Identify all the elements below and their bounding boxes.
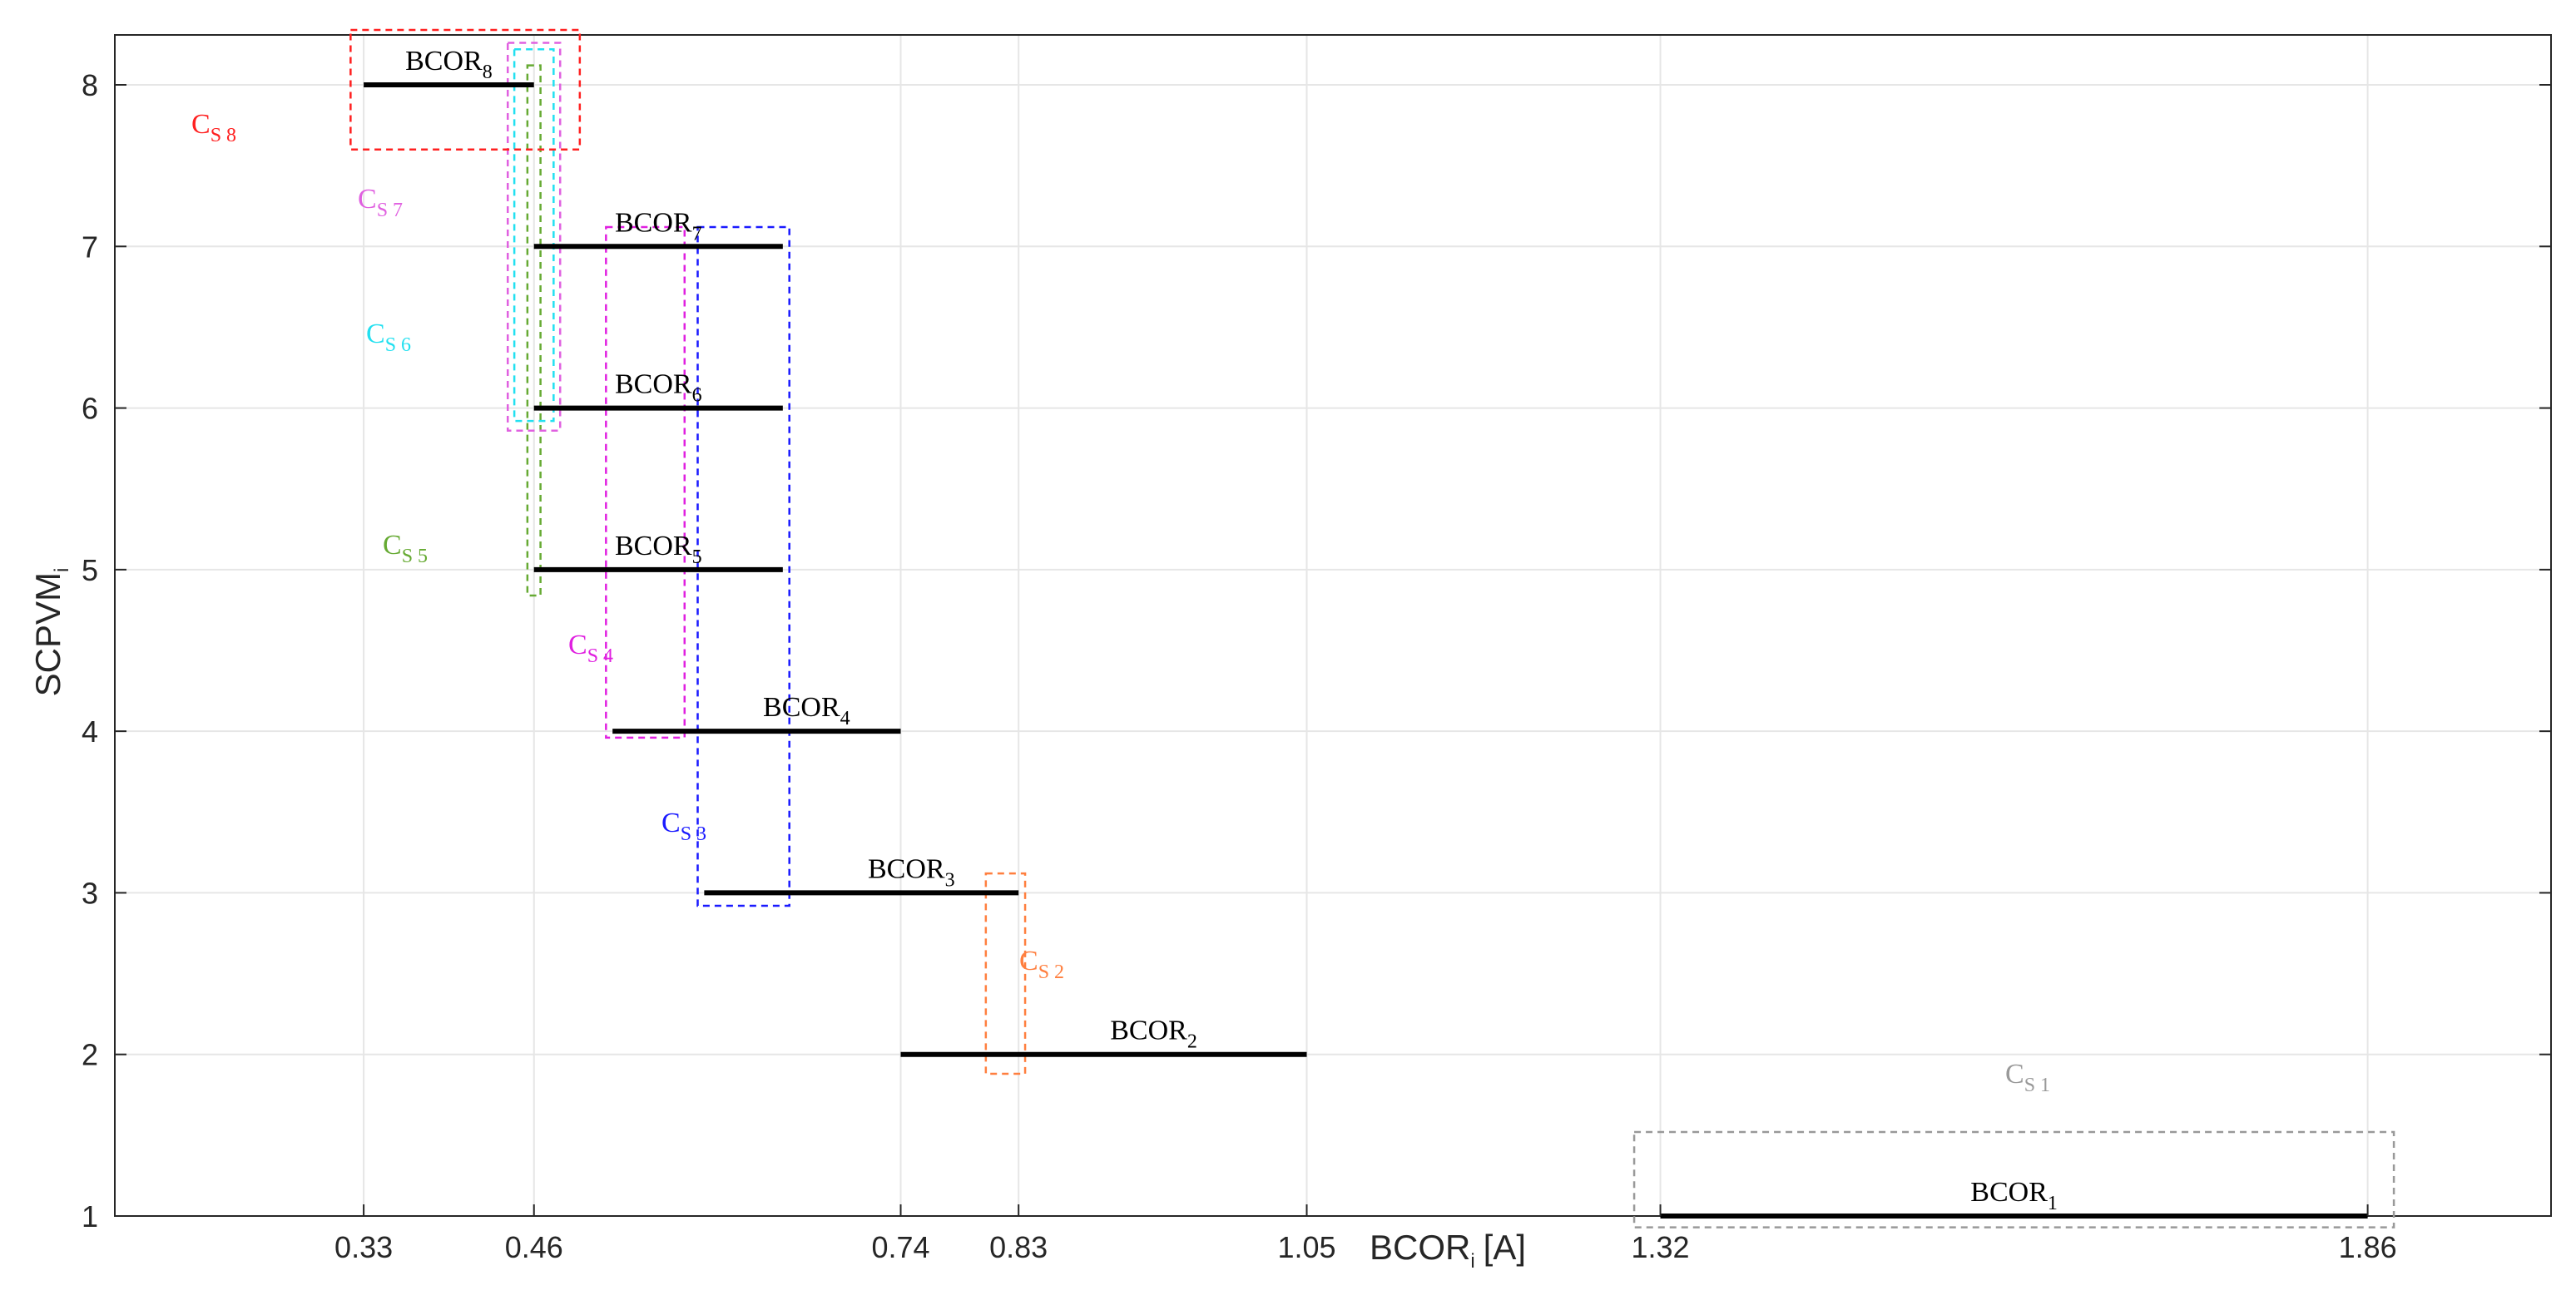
cluster-box	[984, 872, 1027, 1075]
bcor-segment-label: BCOR4	[763, 692, 850, 729]
cluster-label: CS 5	[383, 530, 428, 567]
bcor-segments: BCOR1 BCOR2 BCOR3 BCOR4 BCOR5 BCOR6 BCOR7 BCOR8	[364, 46, 2368, 1219]
bcor-segment-label: BCOR1	[1970, 1177, 2058, 1214]
cluster-box	[605, 225, 686, 739]
bcor-segment-label: BCOR7	[615, 207, 702, 245]
x-axis-label-unit: [A]	[1484, 1228, 1526, 1267]
y-axis-label-sub: i	[51, 568, 73, 572]
x-tick-label: 0.46	[505, 1230, 563, 1264]
y-tick-label: 7	[82, 230, 98, 264]
x-axis-label-main: BCOR	[1370, 1228, 1470, 1267]
cluster-boxes: CS 1 CS 2 CS 3 CS 4 CS 5 CS 6 CS 7 CS 8	[191, 28, 2395, 1228]
x-tick-label: 0.33	[334, 1230, 393, 1264]
cluster-box	[513, 48, 555, 423]
bcor-segment-label: BCOR8	[405, 46, 493, 83]
x-tick-label: 1.32	[1632, 1230, 1690, 1264]
y-tick-labels: 1 2 3 4 5 6 7 8	[82, 68, 2551, 1233]
cluster-label: CS 6	[366, 319, 411, 356]
bcor-segment-label: BCOR5	[615, 531, 702, 568]
x-tick-label: 1.86	[2339, 1230, 2397, 1264]
x-tick-label: 0.83	[989, 1230, 1048, 1264]
y-tick-label: 3	[82, 876, 98, 910]
y-tick-label: 1	[82, 1199, 98, 1233]
x-tick-label: 1.05	[1277, 1230, 1335, 1264]
x-tick-labels: 0.33 0.46 0.74 0.83 1.05 1.32 1.86	[334, 1204, 2397, 1264]
cluster-label: CS 3	[661, 808, 706, 845]
bcor-segment-label: BCOR6	[615, 369, 702, 407]
plot-frame	[114, 34, 2552, 1217]
cluster-label: CS 7	[358, 184, 403, 221]
y-axis-label: SCPVMi	[28, 568, 73, 697]
cluster-box	[526, 64, 542, 597]
grid-lines	[115, 35, 2551, 1217]
y-axis-label-main: SCPVM	[28, 572, 67, 696]
y-tick-label: 5	[82, 553, 98, 587]
cluster-box	[1632, 1130, 2395, 1228]
bcor-segment-label: BCOR2	[1110, 1016, 1197, 1053]
cluster-box	[507, 42, 562, 433]
y-tick-label: 8	[82, 68, 98, 102]
cluster-label: CS 8	[191, 109, 236, 146]
cluster-label: CS 4	[568, 630, 613, 667]
y-tick-label: 2	[82, 1038, 98, 1072]
cluster-label: CS 1	[2005, 1059, 2050, 1096]
y-tick-label: 4	[82, 714, 98, 749]
x-tick-label: 0.74	[871, 1230, 929, 1264]
bcor-segment-label: BCOR3	[868, 853, 955, 891]
cluster-label: CS 2	[1019, 946, 1064, 983]
x-axis-label: BCORi [A]	[1370, 1228, 1526, 1273]
cluster-box	[696, 225, 790, 907]
x-axis-label-sub: i	[1470, 1250, 1474, 1273]
y-tick-label: 6	[82, 392, 98, 426]
